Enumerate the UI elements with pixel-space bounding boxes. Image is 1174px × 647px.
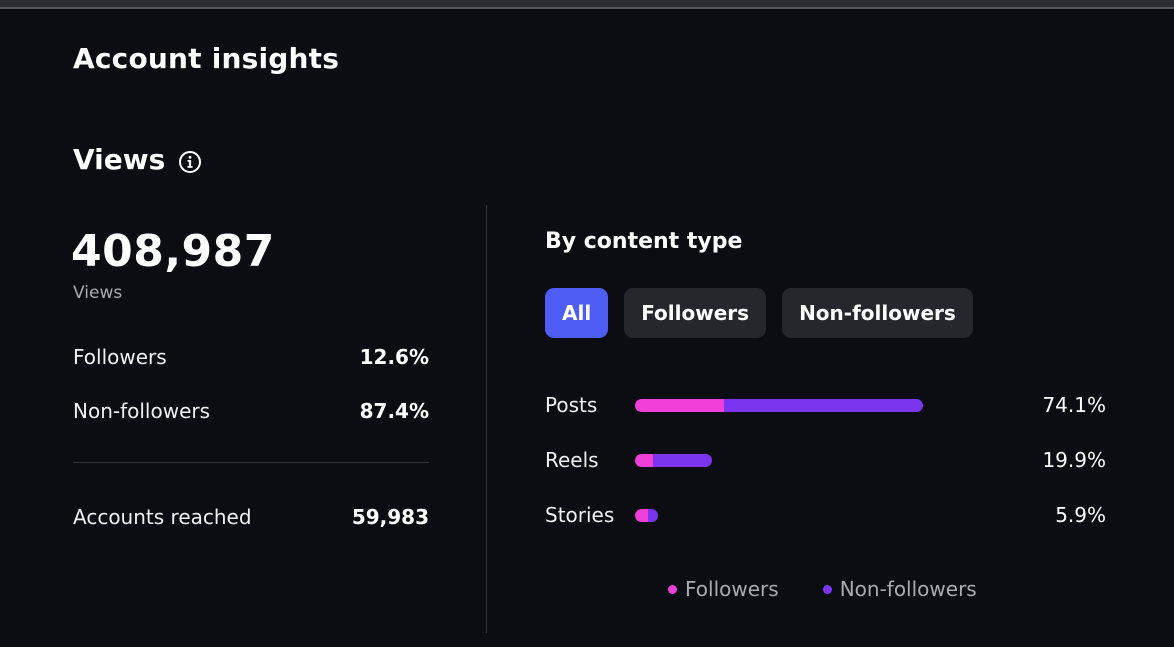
content-row-label: Reels <box>545 448 599 472</box>
followers-segment <box>635 508 648 522</box>
content-row-value: 5.9% <box>1055 503 1106 527</box>
legend-dot-non-followers <box>822 584 832 594</box>
content-row-posts: Posts 74.1% <box>545 390 1106 420</box>
legend-label: Non-followers <box>839 577 977 601</box>
content-row-reels: Reels 19.9% <box>545 445 1106 475</box>
content-row-value: 19.9% <box>1042 448 1106 472</box>
stat-value: 87.4% <box>359 399 429 423</box>
page-title: Account insights <box>73 42 340 75</box>
legend-item-followers: Followers <box>668 577 779 601</box>
views-total: 408,987 <box>71 226 275 277</box>
views-total-label: Views <box>73 283 123 303</box>
stat-value: 12.6% <box>359 345 429 369</box>
tab-followers[interactable]: Followers <box>624 288 767 338</box>
info-icon[interactable] <box>178 148 202 173</box>
window-top-bar <box>0 0 1174 9</box>
non-followers-segment <box>724 398 923 412</box>
stat-label: Followers <box>73 345 167 369</box>
stats-divider <box>73 462 429 463</box>
stat-label: Non-followers <box>73 399 211 423</box>
chart-legend: Followers Non-followers <box>668 577 1021 601</box>
followers-segment <box>635 398 725 412</box>
content-bar <box>635 453 713 467</box>
legend-dot-followers <box>668 584 677 594</box>
stat-row-accounts-reached: Accounts reached 59,983 <box>73 505 429 529</box>
content-type-title: By content type <box>545 229 743 254</box>
audience-filter-tabs: All Followers Non-followers <box>545 288 989 338</box>
column-divider <box>486 205 487 633</box>
tab-non-followers[interactable]: Non-followers <box>782 288 973 338</box>
content-row-value: 74.1% <box>1042 393 1106 417</box>
legend-label: Followers <box>685 577 779 601</box>
stat-row-non-followers: Non-followers 87.4% <box>73 399 429 423</box>
content-row-label: Stories <box>545 503 615 527</box>
content-bar-track <box>635 508 1015 522</box>
non-followers-segment <box>652 453 713 467</box>
tab-all[interactable]: All <box>545 288 609 338</box>
content-bar <box>635 398 923 412</box>
accounts-reached-value: 59,983 <box>351 505 429 529</box>
content-bar-track <box>635 453 1015 467</box>
content-bar <box>635 508 658 522</box>
content-row-stories: Stories 5.9% <box>545 500 1106 530</box>
views-section-title: Views <box>73 143 202 176</box>
accounts-reached-label: Accounts reached <box>73 505 252 529</box>
stat-row-followers: Followers 12.6% <box>73 345 429 369</box>
non-followers-segment <box>647 508 658 522</box>
content-row-label: Posts <box>545 393 598 417</box>
legend-item-non-followers: Non-followers <box>822 577 977 601</box>
content-bar-track <box>635 398 1015 412</box>
views-title: Views <box>73 143 166 176</box>
followers-segment <box>635 453 653 467</box>
